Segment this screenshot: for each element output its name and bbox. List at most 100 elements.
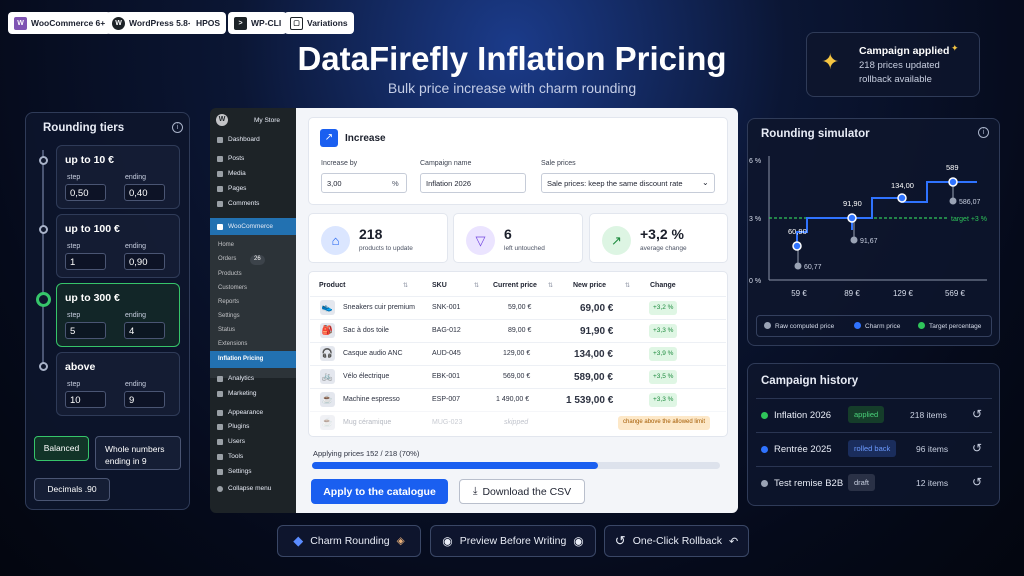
menu-dashboard[interactable]: Dashboard: [217, 136, 260, 143]
status-dot: [761, 480, 768, 487]
table-row[interactable]: 👟 Sneakers cuir premium SNK-001 59,00 € …: [310, 296, 726, 319]
woo-icon: W: [14, 16, 27, 30]
menu-comments[interactable]: Comments: [217, 200, 259, 207]
menu-plugins[interactable]: Plugins: [217, 423, 249, 430]
menu-woocommerce[interactable]: [210, 218, 296, 235]
chart-legend: Raw computed price Charm price Target pe…: [756, 315, 992, 337]
submenu-products[interactable]: Products: [218, 271, 242, 277]
progress-track: [312, 462, 720, 469]
ending-input[interactable]: 0,40: [124, 184, 165, 201]
table-row[interactable]: 🎒 Sac à dos toile BAG-012 89,00 € 91,90 …: [310, 319, 726, 342]
ending-input[interactable]: 0,90: [124, 253, 165, 270]
charm-price-label: 134,00: [891, 181, 914, 190]
hero-subtitle: Bulk price increase with charm rounding: [387, 80, 637, 96]
step-input[interactable]: 0,50: [65, 184, 106, 201]
marketing-icon: [217, 390, 223, 397]
increase-input[interactable]: 3,00%: [321, 173, 407, 193]
rollback-icon: ↺: [614, 533, 626, 548]
table-row-skipped[interactable]: ☕ Mug céramique MUG-023 skipped: [310, 411, 726, 434]
charm-price-label: 60,90: [788, 227, 807, 236]
eye-icon: ◉: [442, 534, 453, 548]
badge-hpos: HPOS: [190, 12, 227, 34]
submenu-status[interactable]: Status: [218, 327, 236, 333]
menu-collapse[interactable]: Collapse menu: [217, 485, 271, 492]
status-badge: draft: [848, 474, 876, 491]
sort-icon[interactable]: ⇅: [625, 283, 631, 289]
pages-icon: [217, 185, 223, 192]
info-icon[interactable]: i: [978, 127, 989, 138]
submenu-inflation-pricing[interactable]: Inflation Pricing: [218, 356, 264, 362]
preset-decimals-button[interactable]: Decimals .90: [34, 478, 110, 501]
submenu-customers[interactable]: Customers: [218, 285, 248, 291]
submenu-inflation-active[interactable]: [210, 351, 296, 368]
tier-card-300[interactable]: up to 300 € step ending 5 4: [56, 283, 180, 347]
ending-input[interactable]: 4: [124, 322, 165, 339]
menu-appearance[interactable]: Appearance: [217, 409, 263, 416]
tag-icon: ⌂: [321, 226, 350, 255]
menu-marketing[interactable]: Marketing: [217, 390, 257, 397]
sort-icon[interactable]: ⇅: [403, 283, 409, 289]
download-icon: ⤓: [472, 485, 478, 497]
rollback-icon[interactable]: ↺: [972, 475, 983, 489]
campaign-name-input[interactable]: Inflation 2026: [420, 173, 526, 193]
menu-analytics[interactable]: Analytics: [217, 375, 254, 382]
product-thumbnail: ☕: [320, 415, 335, 430]
tier-dot: [39, 362, 48, 371]
menu-tools[interactable]: Tools: [217, 453, 243, 460]
tier-card-100[interactable]: up to 100 € step ending 1 0,90: [56, 214, 180, 278]
info-icon[interactable]: i: [172, 122, 183, 133]
badge-wordpress: W WordPress 5.8+: [106, 12, 199, 34]
menu-settings[interactable]: Settings: [217, 468, 252, 475]
step-input[interactable]: 5: [65, 322, 106, 339]
table-row[interactable]: ☕ Machine espresso ESP-007 1 490,00 € 1 …: [310, 388, 726, 411]
menu-users[interactable]: Users: [217, 438, 245, 445]
hero-title: DataFirefly Inflation Pricing: [297, 40, 727, 77]
site-name[interactable]: My Store: [254, 117, 281, 124]
step-input[interactable]: 10: [65, 391, 106, 408]
tier-dot: [39, 156, 48, 165]
table-row[interactable]: 🚲 Vélo électrique EBK-001 569,00 € 589,0…: [310, 365, 726, 388]
tier-card-10[interactable]: up to 10 € step ending 0,50 0,40: [56, 145, 180, 209]
target-label: target +3 %: [951, 216, 987, 223]
rollback-icon[interactable]: ↺: [972, 407, 983, 421]
sale-prices-select[interactable]: Sale prices: keep the same discount rate…: [541, 173, 715, 193]
wp-admin-sidebar: W My Store Dashboard Posts Media Pages C…: [210, 108, 296, 513]
sort-icon[interactable]: ⇅: [474, 283, 480, 289]
history-row[interactable]: Inflation 2026 applied 218 items ↺: [756, 398, 992, 432]
preset-balanced-button[interactable]: Balanced: [34, 436, 89, 461]
submenu-orders[interactable]: Orders: [218, 256, 237, 262]
box-icon: ▢: [290, 16, 303, 30]
simulator-title: Rounding simulator: [761, 128, 870, 140]
tier-card-above[interactable]: above step ending 10 9: [56, 352, 180, 416]
menu-media[interactable]: Media: [217, 170, 246, 177]
submenu-settings[interactable]: Settings: [218, 313, 240, 319]
preset-whole-button[interactable]: Whole numbers ending in 9: [95, 436, 181, 470]
download-csv-button[interactable]: ⤓ Download the CSV: [459, 479, 585, 504]
campaign-toast: ✦ Campaign applied ✦ 218 prices updated …: [806, 32, 980, 97]
sort-icon[interactable]: ⇅: [548, 283, 554, 289]
submenu-reports[interactable]: Reports: [218, 299, 240, 305]
history-row[interactable]: Test remise B2B draft 12 items ↺: [756, 466, 992, 500]
y-tick-label: 0 %: [749, 278, 761, 285]
charm-price-point: [897, 193, 907, 203]
rounding-tiers-title: Rounding tiers: [43, 122, 125, 134]
status-dot: [761, 446, 768, 453]
ending-input[interactable]: 9: [124, 391, 165, 408]
apply-catalogue-button[interactable]: Apply to the catalogue: [311, 479, 448, 504]
table-row[interactable]: 🎧 Casque audio ANC AUD-045 129,00 € 134,…: [310, 342, 726, 365]
menu-pages[interactable]: Pages: [217, 185, 246, 192]
product-thumbnail: 🎧: [320, 346, 335, 361]
feature-rollback: ↺ One-Click Rollback ↶: [604, 525, 749, 557]
history-row[interactable]: Rentrée 2025 rolled back 96 items ↺: [756, 432, 992, 466]
tier-dot-active: [36, 292, 51, 307]
charm-price-line: [796, 181, 977, 246]
rollback-icon[interactable]: ↺: [972, 441, 983, 455]
stat-average-change: ↗ +3,2 % average change: [589, 213, 728, 263]
step-input[interactable]: 1: [65, 253, 106, 270]
wordpress-logo-icon[interactable]: W: [216, 114, 228, 126]
submenu-extensions[interactable]: Extensions: [218, 341, 248, 347]
users-icon: [217, 438, 223, 445]
legend-swatch-charm: [854, 322, 861, 329]
submenu-home[interactable]: Home: [218, 242, 235, 248]
menu-posts[interactable]: Posts: [217, 155, 244, 162]
